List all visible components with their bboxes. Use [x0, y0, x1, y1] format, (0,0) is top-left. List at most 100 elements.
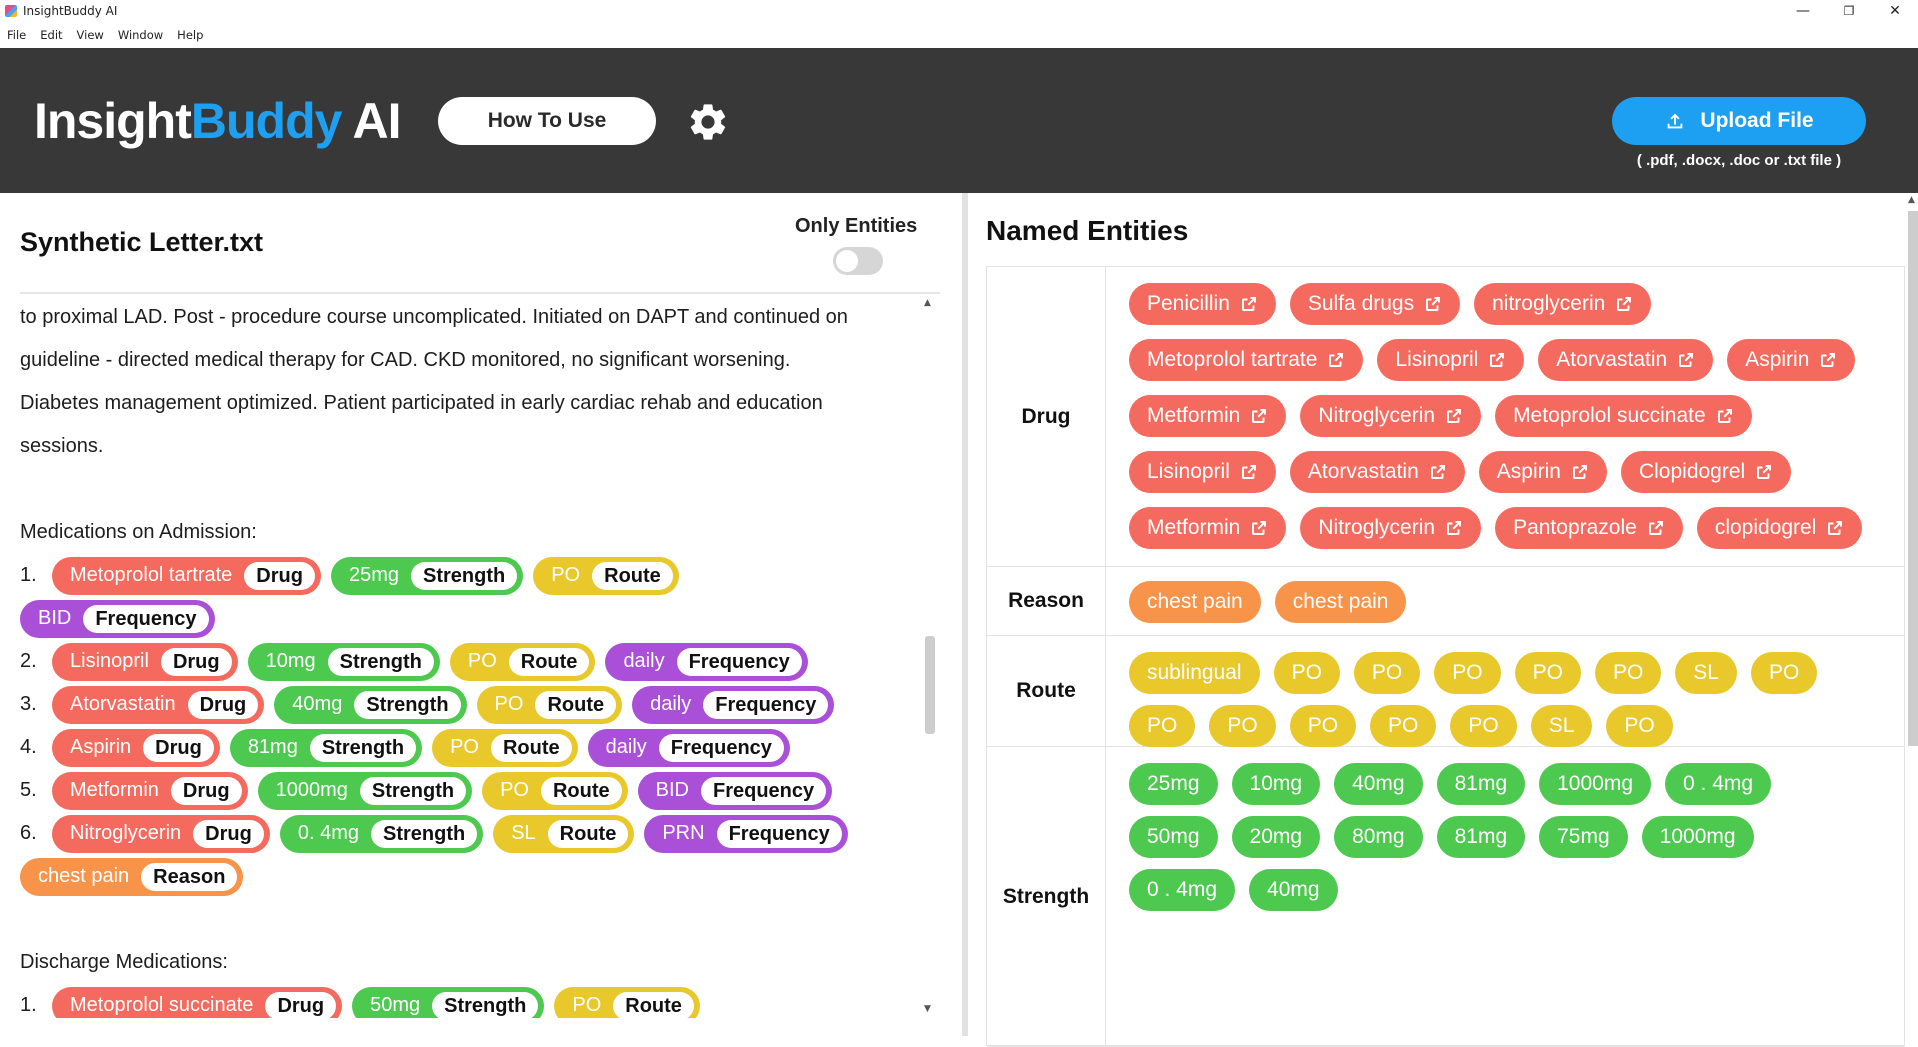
menu-help[interactable]: Help	[177, 28, 204, 42]
external-link-icon[interactable]	[1445, 519, 1463, 537]
external-link-icon[interactable]	[1755, 463, 1773, 481]
entity-pill[interactable]: 1000mg	[1539, 763, 1652, 805]
entity-pill[interactable]: PO	[1273, 652, 1340, 694]
external-link-icon[interactable]	[1488, 351, 1506, 369]
entity-chip[interactable]: 0. 4mg Strength	[279, 814, 484, 853]
entity-pill[interactable]: 20mg	[1231, 816, 1321, 858]
entity-pill[interactable]: PO	[1606, 705, 1673, 747]
menu-edit[interactable]: Edit	[40, 28, 63, 42]
document-text[interactable]: to proximal LAD. Post - procedure course…	[20, 296, 920, 1018]
scroll-thumb[interactable]	[925, 636, 935, 734]
maximize-button[interactable]: ❐	[1843, 4, 1855, 18]
only-entities-toggle[interactable]	[833, 247, 883, 275]
entity-chip[interactable]: 40mg Strength	[274, 685, 467, 724]
entity-chip[interactable]: daily Frequency	[632, 685, 835, 724]
entity-pill[interactable]: 0 . 4mg	[1129, 869, 1236, 911]
entity-pill[interactable]: Lisinopril	[1129, 451, 1276, 493]
entity-chip[interactable]: Metformin Drug	[52, 771, 248, 810]
entity-chip[interactable]: 25mg Strength	[330, 556, 524, 595]
entity-pill[interactable]: chest pain	[1274, 581, 1407, 623]
entity-chip[interactable]: PO Route	[449, 642, 596, 681]
menu-view[interactable]: View	[76, 28, 104, 42]
entity-chip[interactable]: SL Route	[493, 814, 635, 853]
entity-pill[interactable]: 75mg	[1539, 816, 1628, 858]
entity-chip[interactable]: Nitroglycerin Drug	[52, 814, 270, 853]
entity-chip[interactable]: daily Frequency	[605, 642, 808, 681]
entity-pill[interactable]: Metformin	[1129, 395, 1287, 437]
menu-window[interactable]: Window	[117, 28, 164, 42]
entity-pill[interactable]: PO	[1209, 705, 1276, 747]
entity-pill[interactable]: Atorvastatin	[1538, 339, 1714, 381]
entity-chip[interactable]: 81mg Strength	[229, 728, 423, 767]
entity-pill[interactable]: PO	[1370, 705, 1437, 747]
entity-pill[interactable]: Pantoprazole	[1495, 507, 1683, 549]
entity-pill[interactable]: 1000mg	[1641, 816, 1754, 858]
entity-pill[interactable]: PO	[1594, 652, 1662, 694]
external-link-icon[interactable]	[1647, 519, 1665, 537]
menu-file[interactable]: File	[7, 28, 27, 42]
entity-pill[interactable]: 80mg	[1334, 816, 1423, 858]
entity-pill[interactable]: Aspirin	[1727, 339, 1856, 381]
panel-divider[interactable]	[962, 193, 968, 1036]
entity-chip[interactable]: 50mg Strength	[352, 986, 545, 1018]
external-link-icon[interactable]	[1250, 519, 1268, 537]
external-link-icon[interactable]	[1240, 463, 1258, 481]
entity-chip[interactable]: Aspirin Drug	[52, 728, 220, 767]
entities-scrollbar[interactable]: ▲	[1908, 193, 1918, 1036]
entity-pill[interactable]: SL	[1675, 652, 1737, 694]
entity-pill[interactable]: Clopidogrel	[1620, 451, 1792, 493]
entity-pill[interactable]: PO	[1450, 705, 1517, 747]
gear-icon[interactable]	[686, 100, 730, 144]
entity-pill[interactable]: Nitroglycerin	[1300, 395, 1482, 437]
entity-pill[interactable]: Metformin	[1129, 507, 1287, 549]
external-link-icon[interactable]	[1250, 407, 1268, 425]
entity-chip[interactable]: BID Frequency	[20, 599, 215, 638]
entity-pill[interactable]: clopidogrel	[1696, 507, 1863, 549]
scroll-up-icon[interactable]: ▲	[924, 298, 931, 308]
entity-pill[interactable]: 25mg	[1129, 763, 1218, 805]
entity-pill[interactable]: 50mg	[1129, 816, 1218, 858]
entity-chip[interactable]: 1000mg Strength	[257, 771, 473, 810]
entity-pill[interactable]: Atorvastatin	[1289, 451, 1465, 493]
entity-chip[interactable]: PO Route	[554, 986, 700, 1018]
external-link-icon[interactable]	[1819, 351, 1837, 369]
entity-pill[interactable]: 81mg	[1436, 816, 1526, 858]
entity-pill[interactable]: SL	[1530, 705, 1593, 747]
external-link-icon[interactable]	[1826, 519, 1844, 537]
entity-chip[interactable]: Atorvastatin Drug	[52, 685, 265, 724]
close-button[interactable]: ✕	[1889, 3, 1901, 19]
entity-pill[interactable]: Sulfa drugs	[1289, 283, 1461, 325]
entity-chip[interactable]: BID Frequency	[637, 771, 833, 810]
external-link-icon[interactable]	[1445, 407, 1463, 425]
entity-chip[interactable]: PO Route	[476, 685, 623, 724]
entity-pill[interactable]: 40mg	[1334, 763, 1423, 805]
entity-chip[interactable]: PO Route	[432, 728, 578, 767]
entity-chip[interactable]: PO Route	[482, 771, 628, 810]
entity-pill[interactable]: Penicillin	[1129, 283, 1276, 325]
entity-pill[interactable]: Lisinopril	[1377, 339, 1525, 381]
how-to-use-button[interactable]: How To Use	[438, 97, 656, 145]
external-link-icon[interactable]	[1424, 295, 1442, 313]
scroll-up-icon[interactable]: ▲	[1908, 195, 1915, 205]
entity-pill[interactable]: Nitroglycerin	[1300, 507, 1482, 549]
entity-chip[interactable]: Metoprolol tartrate Drug	[52, 556, 321, 595]
external-link-icon[interactable]	[1571, 463, 1589, 481]
upload-file-button[interactable]: Upload File	[1612, 97, 1866, 145]
external-link-icon[interactable]	[1677, 351, 1695, 369]
scroll-thumb[interactable]	[1908, 211, 1918, 746]
entity-pill[interactable]: PO	[1289, 705, 1357, 747]
entity-pill[interactable]: PO	[1750, 652, 1818, 694]
entity-pill[interactable]: sublingual	[1129, 652, 1260, 694]
entity-pill[interactable]: PO	[1434, 652, 1501, 694]
entity-pill[interactable]: 81mg	[1436, 763, 1526, 805]
entity-chip[interactable]: Lisinopril Drug	[52, 642, 238, 681]
external-link-icon[interactable]	[1716, 407, 1734, 425]
entity-chip[interactable]: chest pain Reason	[20, 857, 244, 896]
entity-pill[interactable]: Aspirin	[1478, 451, 1607, 493]
entity-chip[interactable]: PO Route	[533, 556, 679, 595]
external-link-icon[interactable]	[1240, 295, 1258, 313]
entity-pill[interactable]: PO	[1353, 652, 1421, 694]
document-scrollbar[interactable]: ▲ ▼	[920, 296, 938, 1018]
entity-pill[interactable]: Metoprolol succinate	[1495, 395, 1752, 437]
minimize-button[interactable]: —	[1796, 3, 1810, 19]
